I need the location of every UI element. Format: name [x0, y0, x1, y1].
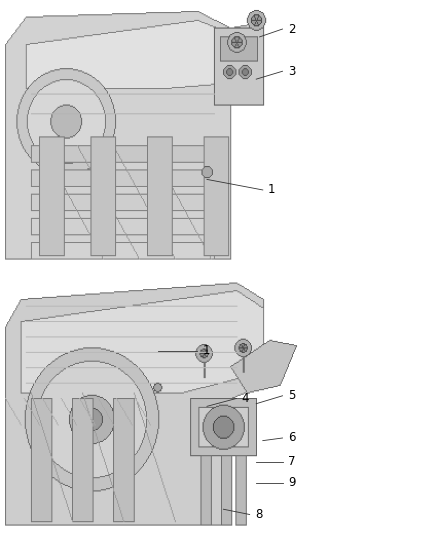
Text: 4: 4: [242, 392, 249, 405]
Text: 5: 5: [288, 389, 295, 402]
Text: 3: 3: [288, 64, 295, 78]
Text: 7: 7: [288, 455, 295, 468]
Text: 1: 1: [268, 183, 276, 197]
Text: 8: 8: [255, 508, 262, 521]
Text: 1: 1: [202, 344, 210, 358]
Text: 6: 6: [288, 432, 295, 445]
Text: 2: 2: [288, 22, 295, 36]
Text: 9: 9: [288, 477, 295, 489]
